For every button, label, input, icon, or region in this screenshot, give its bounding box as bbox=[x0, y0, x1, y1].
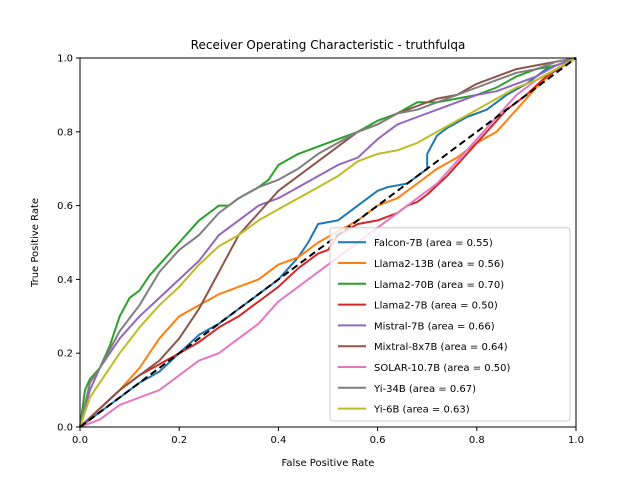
roc-curve-6 bbox=[79, 57, 577, 428]
y-axis-label: True Positive Rate bbox=[30, 198, 41, 288]
roc-curve-7 bbox=[79, 57, 577, 428]
roc-curve-5 bbox=[79, 57, 577, 428]
legend-label: Yi-6B (area = 0.63) bbox=[373, 405, 470, 416]
x-axis-label: False Positive Rate bbox=[282, 458, 375, 469]
x-tick-label: 0.8 bbox=[469, 435, 485, 446]
y-axis-ticks: 0.0 0.2 0.4 0.6 0.8 1.0 bbox=[57, 54, 80, 434]
x-tick-label: 1.0 bbox=[568, 435, 584, 446]
legend-label: Mixtral-8x7B (area = 0.64) bbox=[374, 342, 508, 353]
y-tick-label: 0.6 bbox=[57, 201, 73, 212]
x-axis-ticks: 0.0 0.2 0.4 0.6 0.8 1.0 bbox=[72, 427, 584, 446]
roc-curves bbox=[79, 57, 577, 428]
y-tick-label: 0.0 bbox=[57, 423, 73, 434]
roc-curve-1 bbox=[79, 57, 577, 428]
y-tick-label: 0.4 bbox=[57, 275, 73, 286]
legend-label: Mistral-7B (area = 0.66) bbox=[374, 321, 495, 332]
roc-curve-8 bbox=[79, 57, 577, 428]
x-tick-label: 0.2 bbox=[171, 435, 187, 446]
x-tick-label: 0.0 bbox=[72, 435, 88, 446]
legend-label: Llama2-7B (area = 0.50) bbox=[374, 301, 498, 312]
legend: Falcon-7B (area = 0.55) Llama2-13B (area … bbox=[329, 227, 571, 422]
y-tick-label: 0.8 bbox=[57, 127, 73, 138]
legend-label: Falcon-7B (area = 0.55) bbox=[374, 238, 493, 249]
plot-frame bbox=[79, 57, 577, 428]
legend-box bbox=[329, 227, 571, 422]
legend-label: SOLAR-10.7B (area = 0.50) bbox=[374, 363, 511, 374]
y-tick-label: 0.2 bbox=[57, 349, 73, 360]
x-tick-label: 0.4 bbox=[270, 435, 286, 446]
chance-diagonal-line bbox=[79, 57, 577, 428]
roc-curve-4 bbox=[79, 57, 577, 428]
chart-title: Receiver Operating Characteristic - trut… bbox=[191, 38, 466, 52]
y-tick-label: 1.0 bbox=[57, 54, 73, 65]
legend-label: Yi-34B (area = 0.67) bbox=[373, 384, 476, 395]
legend-label: Llama2-70B (area = 0.70) bbox=[374, 280, 504, 291]
legend-label: Llama2-13B (area = 0.56) bbox=[374, 259, 504, 270]
x-tick-label: 0.6 bbox=[370, 435, 386, 446]
